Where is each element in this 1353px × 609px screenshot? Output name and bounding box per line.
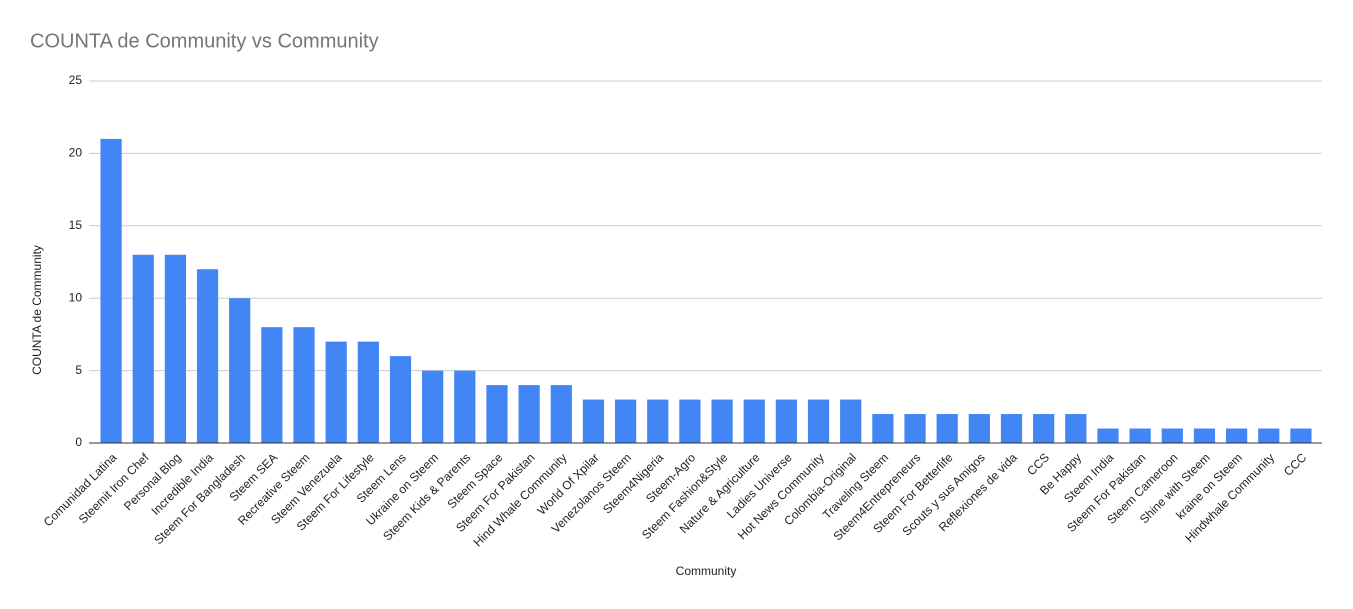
chart-title: COUNTA de Community vs Community	[30, 30, 379, 52]
bar	[486, 385, 508, 443]
x-axis-label: Community	[676, 564, 737, 578]
bar	[743, 399, 765, 443]
bar	[1033, 414, 1055, 443]
bar	[1225, 428, 1248, 443]
bar	[647, 399, 669, 443]
bar	[1097, 428, 1119, 443]
y-tick-label: 5	[75, 363, 82, 377]
bar	[1129, 428, 1151, 443]
bar	[904, 414, 926, 443]
x-tick-label: CCC	[1281, 450, 1310, 479]
bar	[582, 399, 605, 443]
bar	[454, 370, 476, 443]
bar	[100, 138, 122, 444]
bar	[357, 341, 379, 443]
bar	[775, 399, 798, 443]
bar	[936, 414, 958, 443]
bar	[1258, 428, 1280, 443]
bar	[261, 327, 283, 443]
y-tick-label: 20	[69, 146, 83, 160]
y-tick-label: 10	[69, 290, 83, 304]
y-tick-label: 0	[75, 435, 82, 449]
bar	[1193, 428, 1216, 443]
bar	[679, 399, 701, 443]
bar	[1065, 414, 1087, 443]
bar	[132, 254, 154, 443]
bar	[872, 414, 894, 443]
bar	[196, 269, 219, 443]
bar	[711, 399, 733, 443]
bar	[518, 385, 540, 443]
bar	[422, 370, 444, 443]
bar	[164, 254, 187, 443]
bar	[1161, 428, 1183, 443]
bar	[968, 414, 990, 443]
bar	[807, 399, 830, 443]
y-axis-label: COUNTA de Community	[30, 245, 44, 375]
bar	[550, 385, 572, 443]
y-tick-label: 25	[69, 73, 83, 87]
bar	[614, 399, 637, 443]
bar	[325, 341, 347, 443]
bar	[293, 327, 315, 443]
y-tick-label: 15	[69, 218, 83, 232]
bar	[1000, 414, 1023, 443]
bar	[1290, 428, 1312, 443]
bar	[840, 399, 862, 443]
bar	[389, 356, 412, 443]
bar	[229, 298, 251, 443]
x-tick-label: CCS	[1024, 450, 1052, 478]
